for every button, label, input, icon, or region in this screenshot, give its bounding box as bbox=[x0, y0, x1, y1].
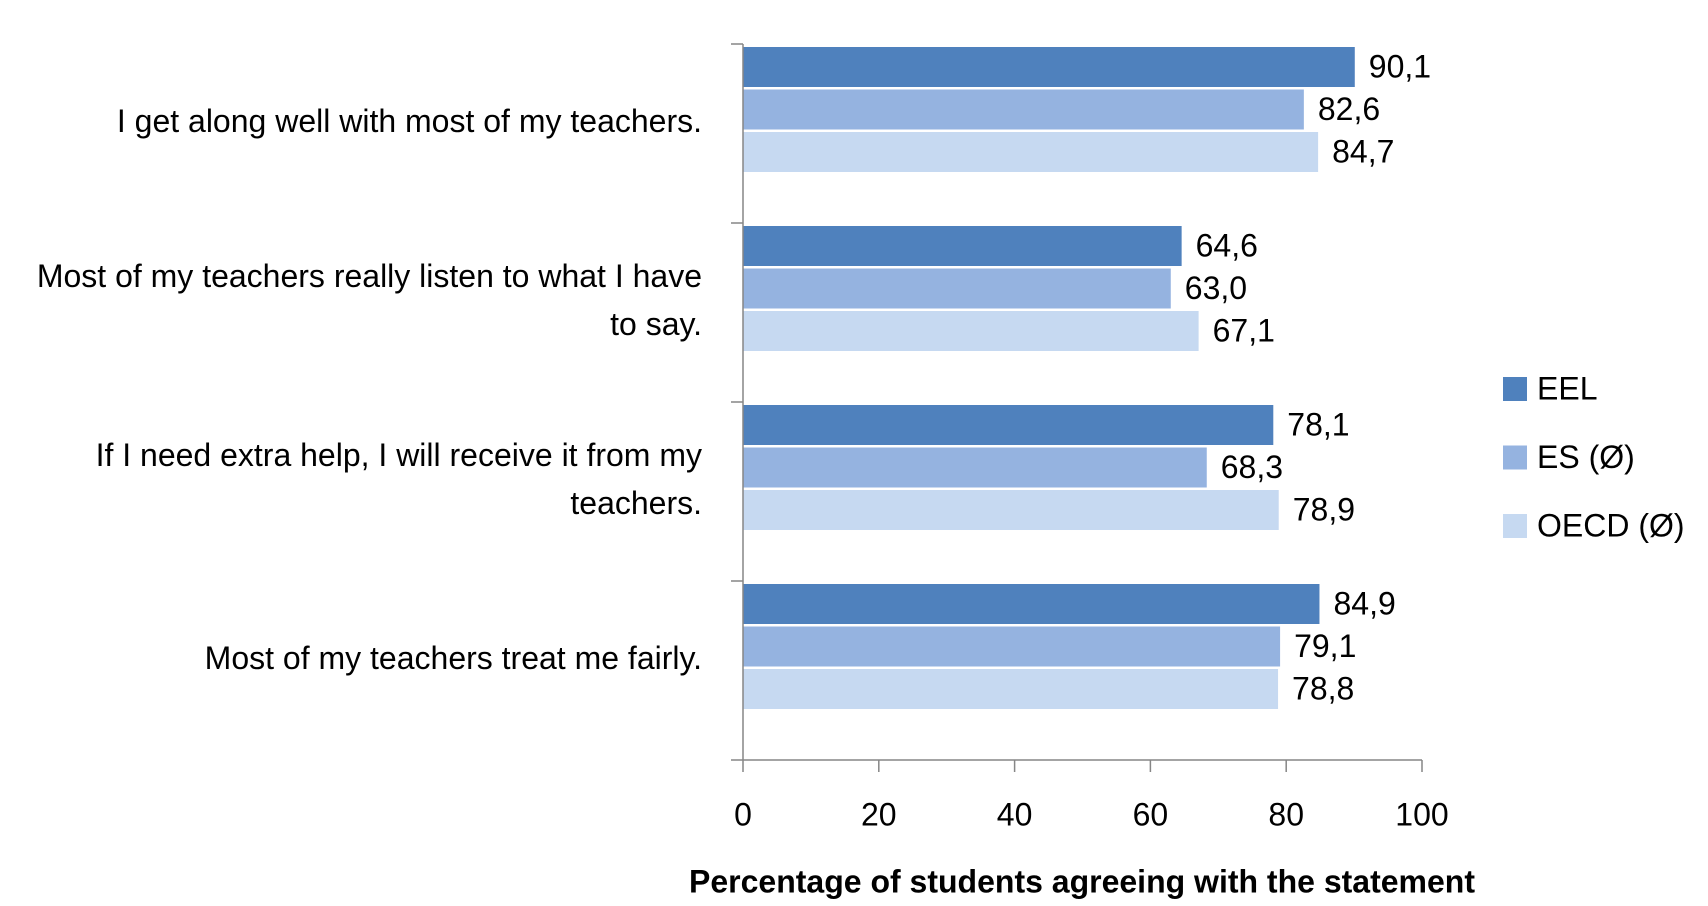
bar bbox=[743, 132, 1319, 172]
x-tick-label: 60 bbox=[1133, 796, 1169, 832]
data-label: 82,6 bbox=[1318, 91, 1380, 127]
legend-swatch bbox=[1503, 514, 1527, 538]
bar bbox=[743, 584, 1320, 624]
data-label: 63,0 bbox=[1185, 270, 1247, 306]
data-label: 78,9 bbox=[1293, 491, 1355, 527]
data-label: 67,1 bbox=[1213, 312, 1275, 348]
legend-label: ES (Ø) bbox=[1537, 439, 1635, 475]
data-label: 90,1 bbox=[1369, 48, 1431, 84]
data-label: 64,6 bbox=[1196, 227, 1258, 263]
x-tick-label: 80 bbox=[1268, 796, 1304, 832]
bar bbox=[743, 405, 1274, 445]
data-label: 78,1 bbox=[1287, 406, 1349, 442]
bar bbox=[743, 226, 1182, 266]
bar bbox=[743, 626, 1281, 667]
y-tick-label: Most of my teachers treat me fairly. bbox=[204, 639, 702, 676]
bar bbox=[743, 311, 1199, 351]
x-axis-title: Percentage of students agreeing with the… bbox=[689, 863, 1475, 899]
bar bbox=[743, 490, 1279, 530]
bar bbox=[743, 447, 1207, 488]
legend-swatch bbox=[1503, 445, 1527, 470]
data-label: 68,3 bbox=[1221, 449, 1283, 485]
legend-label: OECD (Ø) bbox=[1537, 507, 1685, 543]
bar bbox=[743, 89, 1304, 130]
y-tick-label: I get along well with most of my teacher… bbox=[116, 102, 702, 139]
bar bbox=[743, 47, 1355, 87]
legend-swatch bbox=[1503, 377, 1527, 401]
data-label: 79,1 bbox=[1294, 628, 1356, 664]
x-tick-label: 100 bbox=[1395, 796, 1448, 832]
x-tick-label: 0 bbox=[734, 796, 752, 832]
y-tick-label: If I need extra help, I will receive it … bbox=[95, 436, 702, 521]
data-label: 78,8 bbox=[1292, 670, 1354, 706]
bar bbox=[743, 669, 1279, 709]
y-tick-label: Most of my teachers really listen to wha… bbox=[36, 257, 702, 342]
legend-label: EEL bbox=[1537, 370, 1597, 406]
x-tick-label: 40 bbox=[997, 796, 1033, 832]
data-label: 84,7 bbox=[1332, 133, 1394, 169]
x-tick-label: 20 bbox=[861, 796, 897, 832]
data-label: 84,9 bbox=[1333, 585, 1395, 621]
bar bbox=[743, 268, 1171, 309]
